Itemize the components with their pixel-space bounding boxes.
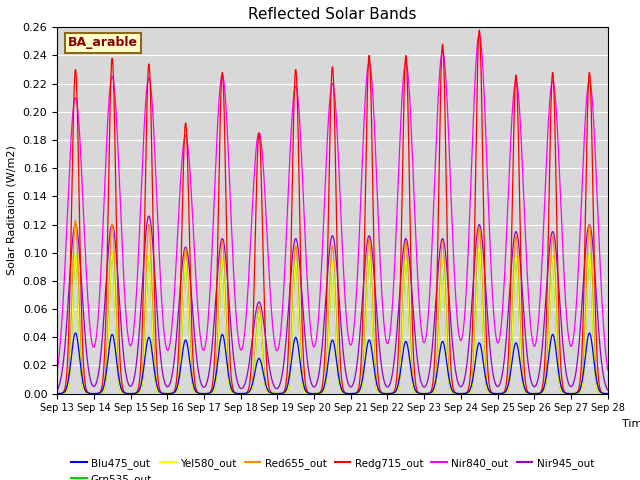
Legend: Blu475_out, Grn535_out, Yel580_out, Red655_out, Redg715_out, Nir840_out, Nir945_: Blu475_out, Grn535_out, Yel580_out, Red6… xyxy=(67,454,598,480)
Red655_out xyxy=(604,391,612,396)
Yel580_out xyxy=(604,391,612,396)
Grn535_out xyxy=(171,391,179,396)
Nir840_out xyxy=(165,345,173,351)
Nir945_out xyxy=(171,350,179,356)
Blu475_out xyxy=(165,391,173,396)
Red655_out xyxy=(408,372,416,377)
Red655_out xyxy=(259,355,267,360)
Grn535_out xyxy=(53,391,61,396)
Nir840_out xyxy=(604,367,612,373)
Blu475_out xyxy=(259,370,267,376)
Line: Grn535_out: Grn535_out xyxy=(57,247,608,394)
Nir840_out xyxy=(602,351,610,357)
Red655_out xyxy=(72,217,79,223)
Line: Redg715_out: Redg715_out xyxy=(57,30,608,394)
Red655_out xyxy=(487,390,495,396)
Redg715_out xyxy=(604,391,612,396)
Grn535_out xyxy=(602,391,610,396)
Line: Blu475_out: Blu475_out xyxy=(57,333,608,394)
Nir840_out xyxy=(53,368,61,374)
Nir945_out xyxy=(145,213,153,219)
Line: Red655_out: Red655_out xyxy=(57,220,608,394)
Redg715_out xyxy=(53,391,61,396)
Grn535_out xyxy=(487,391,495,396)
Redg715_out xyxy=(476,27,483,33)
Line: Yel580_out: Yel580_out xyxy=(57,247,608,394)
Text: BA_arable: BA_arable xyxy=(68,36,138,49)
Blu475_out xyxy=(171,389,179,395)
Yel580_out xyxy=(53,391,61,396)
Grn535_out xyxy=(476,244,483,250)
Y-axis label: Solar Raditaion (W/m2): Solar Raditaion (W/m2) xyxy=(7,145,17,276)
Nir840_out xyxy=(171,282,179,288)
Nir945_out xyxy=(165,383,173,388)
Yel580_out xyxy=(171,391,179,396)
Grn535_out xyxy=(408,379,416,385)
Line: Nir840_out: Nir840_out xyxy=(57,34,608,371)
Nir840_out xyxy=(259,163,267,169)
Redg715_out xyxy=(487,388,495,394)
Red655_out xyxy=(602,391,610,396)
Redg715_out xyxy=(259,256,267,262)
Nir945_out xyxy=(604,387,612,393)
Yel580_out xyxy=(487,391,495,396)
Line: Nir945_out: Nir945_out xyxy=(57,216,608,390)
Grn535_out xyxy=(604,391,612,396)
Nir945_out xyxy=(259,316,267,322)
Redg715_out xyxy=(602,391,610,396)
Redg715_out xyxy=(408,321,416,326)
Blu475_out xyxy=(604,391,612,396)
Blu475_out xyxy=(72,330,79,336)
Blu475_out xyxy=(53,391,61,396)
X-axis label: Time: Time xyxy=(621,419,640,429)
Nir945_out xyxy=(53,387,61,393)
Nir840_out xyxy=(408,151,416,157)
Grn535_out xyxy=(259,362,267,368)
Yel580_out xyxy=(476,244,483,250)
Red655_out xyxy=(53,391,61,396)
Nir945_out xyxy=(487,352,495,358)
Nir945_out xyxy=(408,296,416,302)
Redg715_out xyxy=(171,387,179,393)
Yel580_out xyxy=(602,391,610,396)
Nir840_out xyxy=(476,31,483,37)
Grn535_out xyxy=(165,391,173,396)
Blu475_out xyxy=(602,391,610,396)
Yel580_out xyxy=(259,362,267,368)
Redg715_out xyxy=(165,391,173,396)
Yel580_out xyxy=(165,391,173,396)
Title: Reflected Solar Bands: Reflected Solar Bands xyxy=(248,7,417,22)
Nir840_out xyxy=(487,255,495,261)
Red655_out xyxy=(165,391,173,396)
Yel580_out xyxy=(408,379,416,385)
Blu475_out xyxy=(487,390,495,396)
Nir945_out xyxy=(602,383,610,389)
Blu475_out xyxy=(408,376,416,382)
Red655_out xyxy=(171,390,179,396)
